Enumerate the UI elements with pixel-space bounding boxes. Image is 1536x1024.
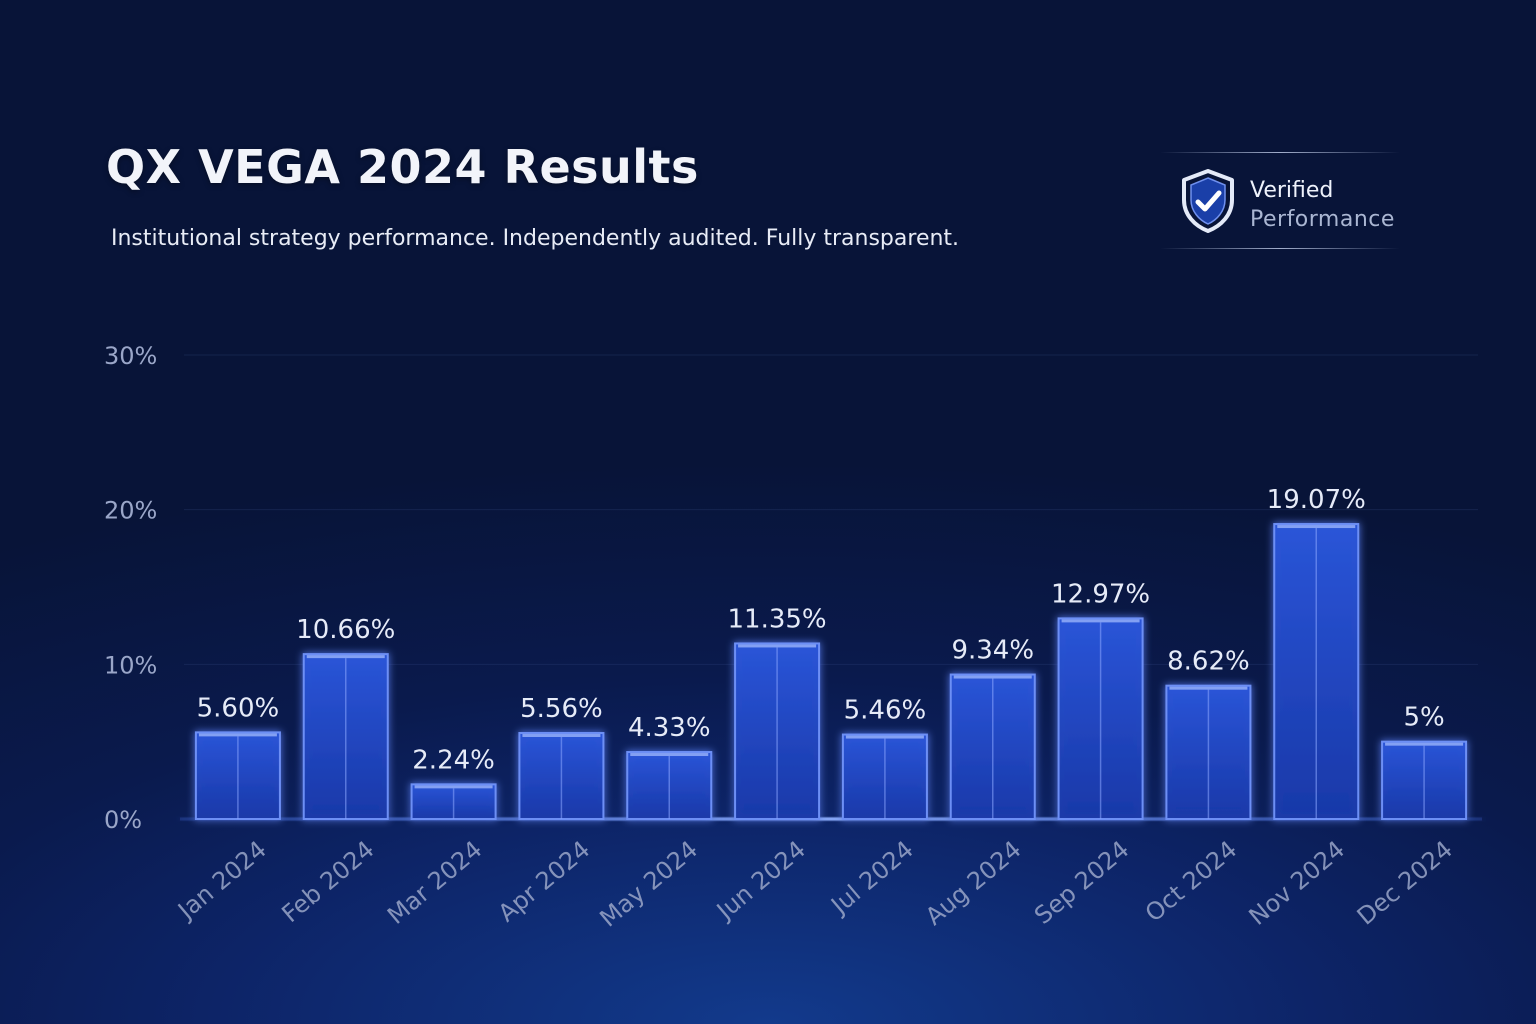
data-label: 9.34% — [951, 636, 1034, 666]
x-axis-baseline — [180, 817, 1482, 821]
bar-top-highlight — [198, 733, 277, 737]
x-tick-label: Jan 2024 — [171, 835, 272, 926]
bar-top-highlight — [522, 734, 601, 738]
x-tick-label: Jul 2024 — [824, 835, 918, 921]
x-tick-label: Jun 2024 — [710, 835, 811, 926]
bar-mar-2024 — [410, 783, 497, 821]
bar-dec-2024 — [1381, 740, 1468, 821]
x-tick-label: May 2024 — [594, 835, 703, 933]
y-tick-label: 10% — [104, 651, 157, 679]
data-label: 10.66% — [296, 615, 395, 645]
bar-sep-2024 — [1057, 617, 1144, 820]
data-label: 8.62% — [1167, 647, 1250, 677]
data-label: 12.97% — [1051, 579, 1150, 609]
bar-top-highlight — [1061, 619, 1140, 623]
shield-check-icon — [1182, 169, 1234, 233]
x-tick-label: Mar 2024 — [382, 835, 487, 930]
bar-jul-2024 — [841, 733, 928, 820]
bar-top-highlight — [1385, 742, 1464, 746]
data-label: 2.24% — [412, 745, 495, 775]
data-label: 5.60% — [197, 693, 280, 723]
data-labels: 5.60% 10.66% 2.24% 5.56% 4.33% 11.35% 5.46% 9.3… — [197, 485, 1445, 775]
data-label: 19.07% — [1267, 485, 1366, 515]
bar-top-highlight — [845, 735, 924, 739]
data-label: 5.46% — [844, 696, 927, 726]
data-label: 5% — [1403, 703, 1444, 733]
y-tick-label: 30% — [104, 342, 157, 370]
badge-bottom-divider — [1160, 248, 1400, 249]
y-axis: 0% 10% 20% 30% — [104, 342, 157, 834]
data-label: 5.56% — [520, 694, 603, 724]
verified-badge: Verified Performance — [1160, 152, 1400, 250]
badge-top-divider — [1160, 152, 1400, 153]
bar-jan-2024 — [194, 731, 281, 820]
bar-top-highlight — [738, 644, 817, 648]
x-tick-label: Feb 2024 — [276, 835, 379, 928]
x-tick-label: Aug 2024 — [920, 835, 1027, 931]
badge-verified-label: Verified — [1250, 178, 1334, 203]
bar-top-highlight — [1277, 525, 1356, 529]
data-label: 11.35% — [728, 604, 827, 634]
y-tick-label: 20% — [104, 497, 157, 525]
x-tick-label: Oct 2024 — [1140, 835, 1242, 927]
x-axis: Jan 2024 Feb 2024 Mar 2024 Apr 2024 May 2024… — [171, 835, 1458, 933]
bar-nov-2024 — [1273, 523, 1360, 820]
bar-apr-2024 — [518, 732, 605, 820]
bar-top-highlight — [306, 655, 385, 659]
grid-layer — [180, 354, 1482, 821]
bar-feb-2024 — [302, 653, 389, 820]
bar-jun-2024 — [734, 642, 821, 820]
bar-top-highlight — [1169, 686, 1248, 690]
page-title: QX VEGA 2024 Results — [106, 140, 699, 194]
bar-aug-2024 — [949, 673, 1036, 820]
data-label: 4.33% — [628, 713, 711, 743]
page-subtitle: Institutional strategy performance. Inde… — [111, 226, 960, 251]
bar-may-2024 — [626, 751, 713, 821]
x-tick-label: Sep 2024 — [1029, 835, 1134, 930]
x-tick-label: Dec 2024 — [1352, 835, 1458, 930]
bars — [194, 523, 1468, 821]
bar-top-highlight — [630, 753, 709, 757]
badge-performance-label: Performance — [1250, 207, 1395, 232]
x-tick-label: Nov 2024 — [1244, 835, 1351, 931]
x-tick-label: Apr 2024 — [493, 835, 595, 927]
bar-oct-2024 — [1165, 684, 1252, 820]
bar-top-highlight — [953, 675, 1032, 679]
bar-top-highlight — [414, 785, 493, 789]
y-tick-label: 0% — [104, 806, 142, 834]
